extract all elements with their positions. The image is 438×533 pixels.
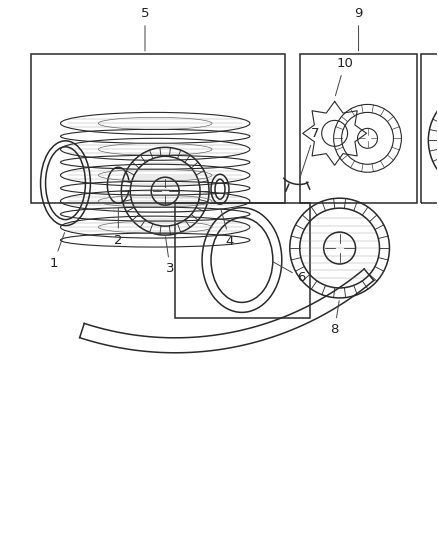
Text: 10: 10 <box>336 57 353 96</box>
Text: 8: 8 <box>330 301 339 336</box>
Text: 6: 6 <box>272 261 306 285</box>
Text: 7: 7 <box>300 127 319 179</box>
Bar <box>421 53 438 203</box>
Bar <box>31 53 285 203</box>
Text: 9: 9 <box>354 7 363 51</box>
Text: 4: 4 <box>221 209 234 247</box>
Text: 11: 11 <box>0 532 1 533</box>
Bar <box>300 53 417 203</box>
Text: 12: 12 <box>0 532 1 533</box>
Text: 2: 2 <box>114 208 123 247</box>
Text: 3: 3 <box>166 237 174 276</box>
Bar <box>175 203 310 318</box>
Text: 1: 1 <box>49 233 64 270</box>
Text: 5: 5 <box>141 7 149 51</box>
